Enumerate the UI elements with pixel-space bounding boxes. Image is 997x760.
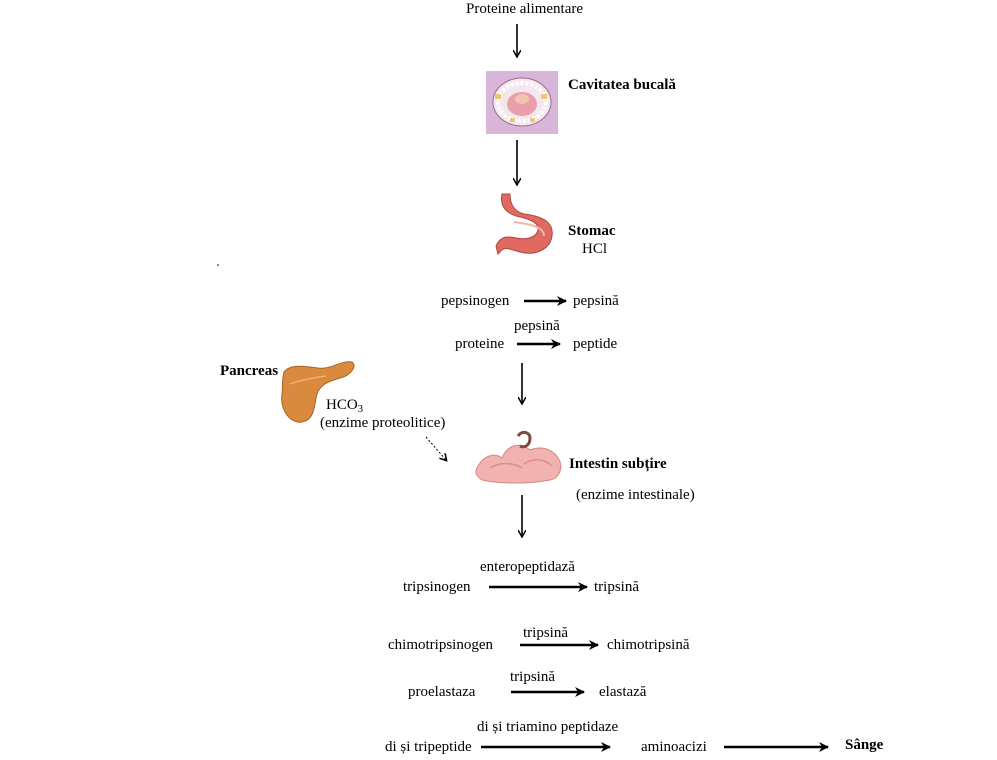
stomach-image [495,193,553,255]
reaction-from: proelastaza [408,684,476,700]
reaction-to: tripsină [594,579,639,595]
pancreas-secretion-main: HCO [326,397,358,413]
intestine-image [475,430,562,484]
intestine-enzymes: (enzime intestinale) [576,487,695,503]
mouth-image [486,71,558,134]
reaction-enzyme: tripsină [523,625,568,641]
stomach-label: Stomac [568,223,616,239]
intestine-label: Intestin subțire [569,456,667,472]
stray-dot [217,264,219,266]
pancreas-image [281,361,355,423]
reaction-to: aminoacizi [641,739,707,755]
reaction-to: pepsină [573,293,619,309]
blood-label: Sânge [845,737,884,753]
pancreas-secretion-sub: 3 [357,403,364,415]
top-label: Proteine alimentare [466,1,584,17]
pancreas-enzymes: (enzime proteolitice) [320,415,446,431]
pancreas-arrow [425,436,446,460]
pancreas-label: Pancreas [220,363,279,379]
mouth-label: Cavitatea bucală [568,77,676,93]
reaction-from: di și tripeptide [385,739,472,755]
reaction-from: proteine [455,336,505,352]
reaction-to: chimotripsină [607,637,690,653]
stomach-acid: HCl [582,241,608,257]
reaction-to: peptide [573,336,618,352]
reaction-from: pepsinogen [441,293,510,309]
reaction-enzyme: enteropeptidază [480,559,575,575]
reaction-to: elastază [599,684,647,700]
reaction-from: tripsinogen [403,579,471,595]
pancreas-secretion: HCO3 [326,396,363,418]
reaction-enzyme: tripsină [510,669,555,685]
reaction-enzyme: pepsină [514,318,560,334]
reaction-enzyme: di și triamino peptidaze [477,719,619,735]
reaction-from: chimotripsinogen [388,637,493,653]
